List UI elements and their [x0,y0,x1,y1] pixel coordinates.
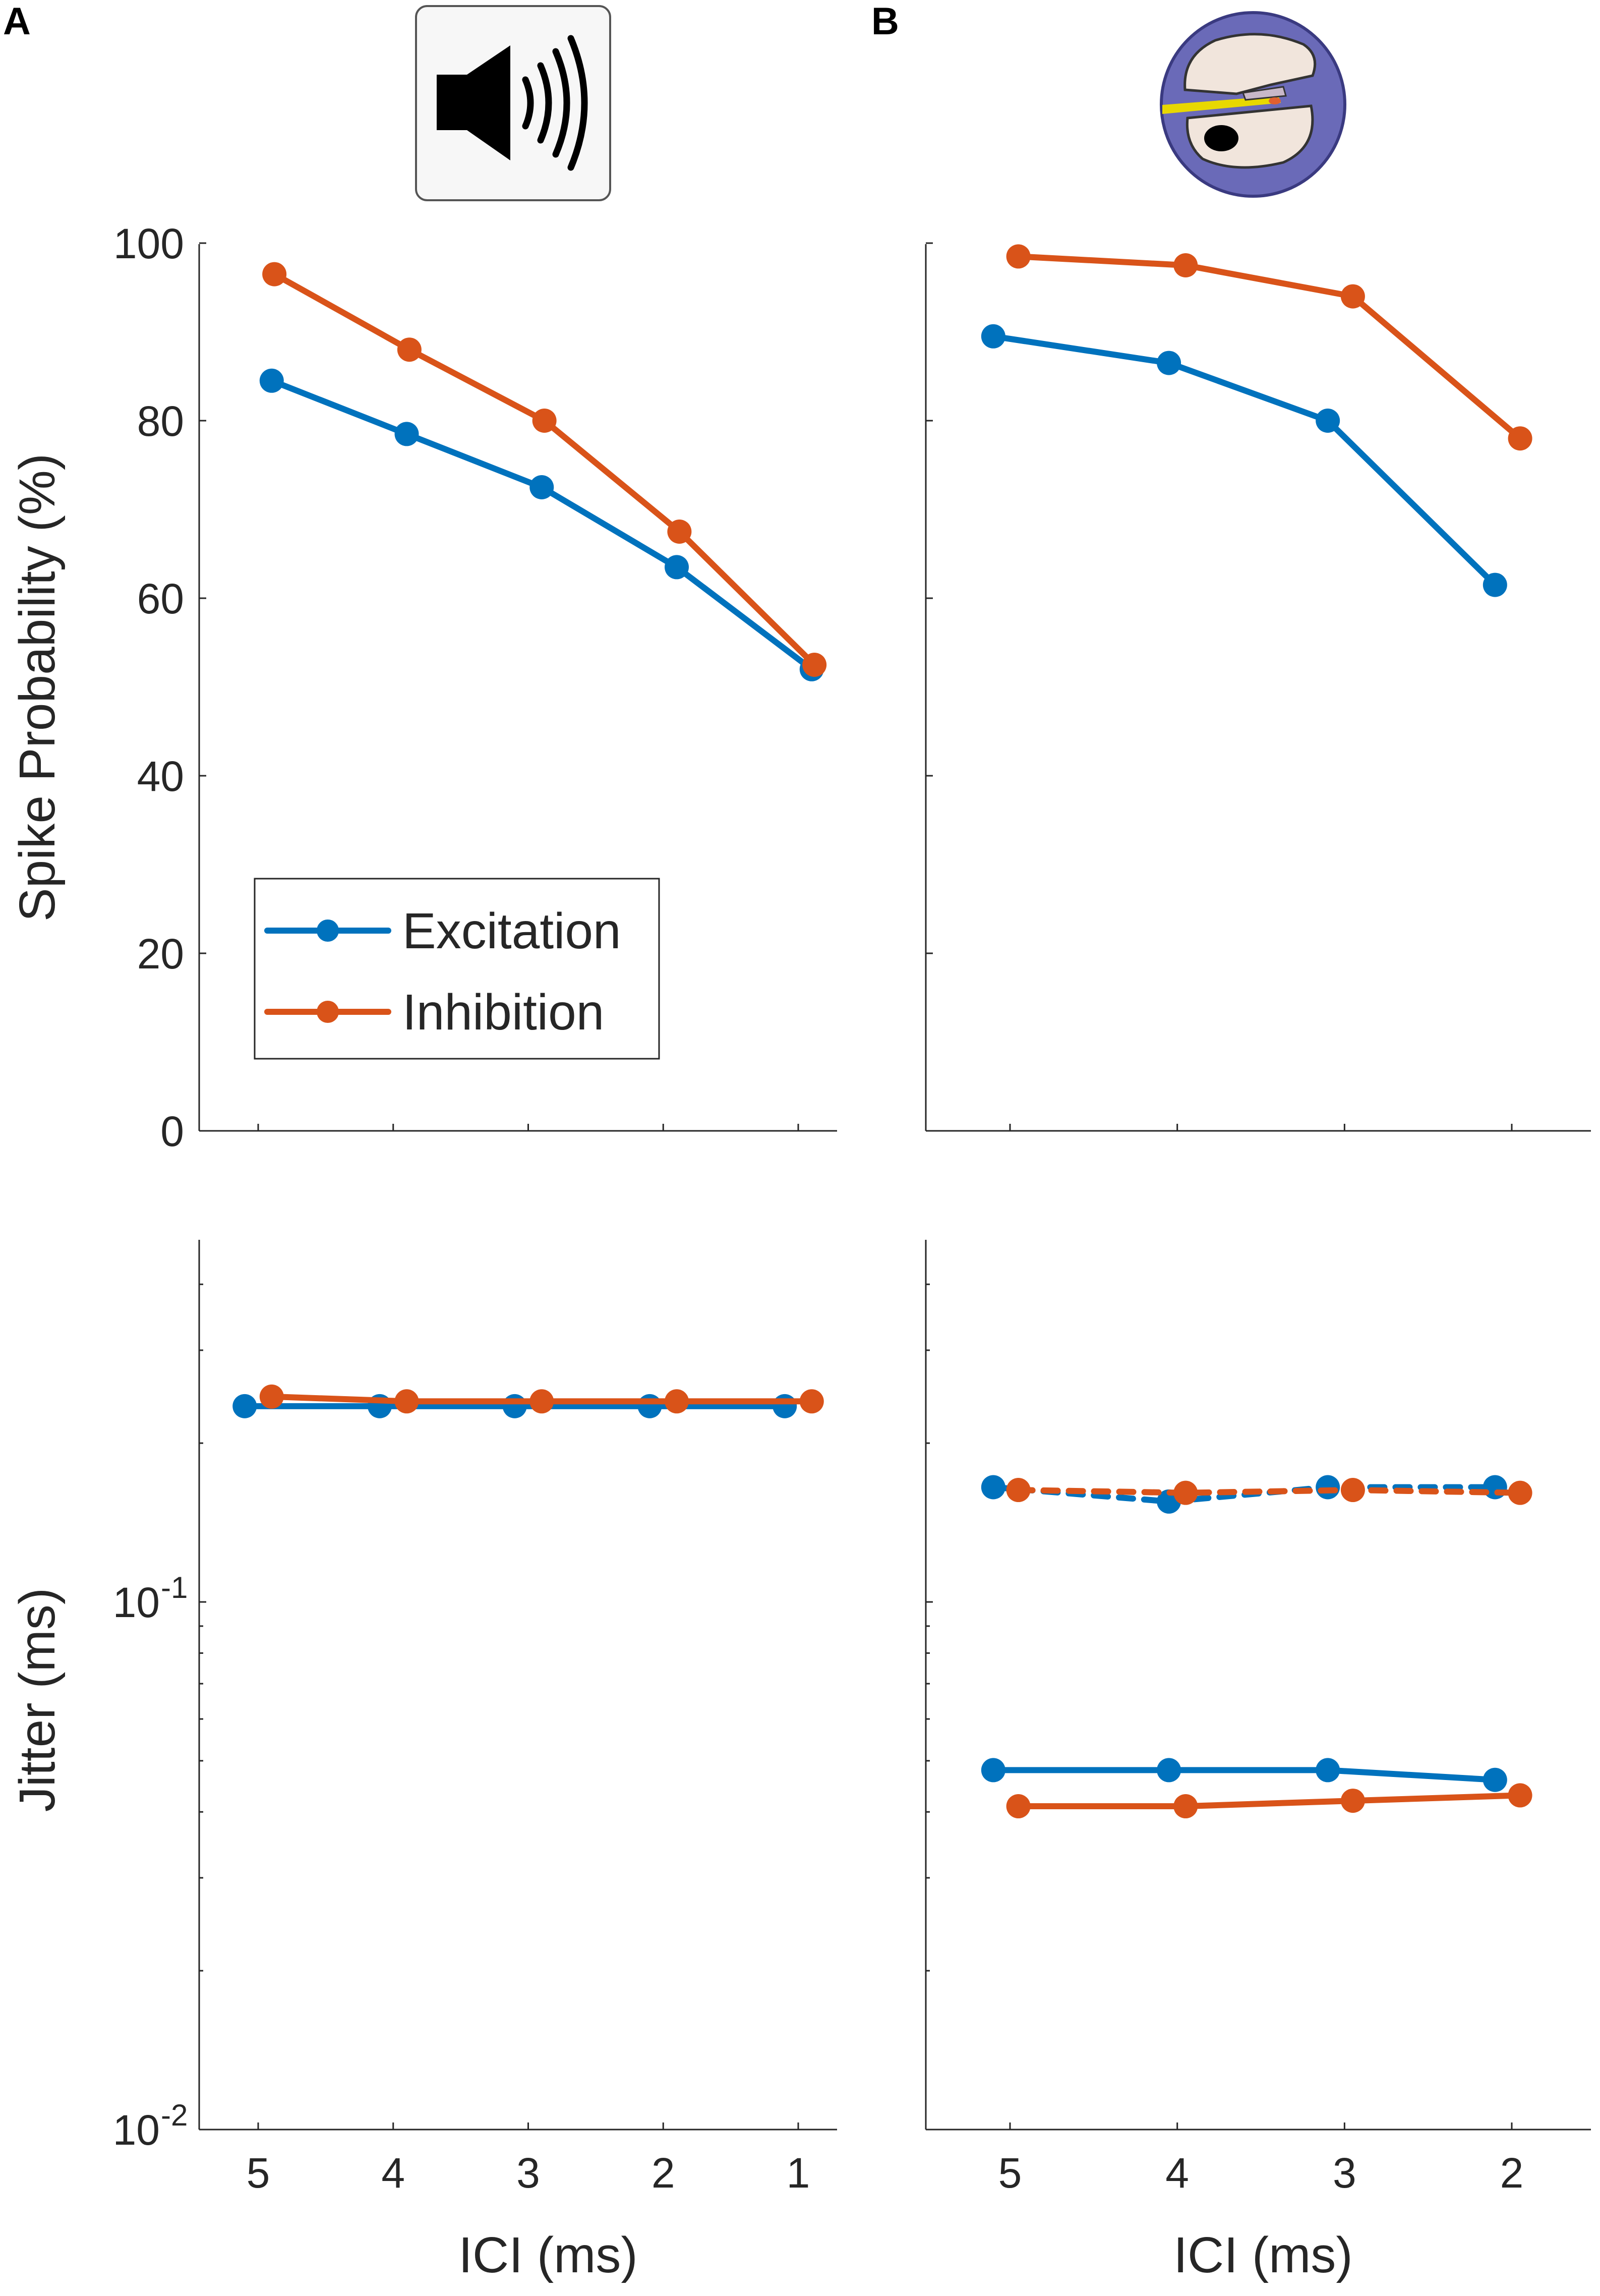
legend-inhibition-marker [317,1001,339,1023]
data-point [1508,1783,1532,1808]
panel-letter-a: A [3,0,31,43]
series-inhibition [1006,244,1532,451]
x-tick-label: 2 [1500,2149,1524,2197]
data-point [799,1389,824,1414]
y-tick-label: 80 [137,397,184,445]
speaker-icon [415,5,611,201]
data-point [259,1384,284,1409]
data-point [259,368,284,393]
y-tick-label: 10 [113,1579,160,1626]
x-tick-label: 4 [1165,2149,1189,2197]
x-axis-title-a: ICI (ms) [458,2227,637,2283]
data-point [532,409,557,433]
data-point [1316,1758,1340,1783]
x-tick-label: 4 [381,2149,405,2197]
x-tick-label: 1 [787,2149,810,2197]
y-tick-label: 60 [137,575,184,622]
series-line [1015,1487,1523,1496]
data-point [394,422,419,446]
x-tick-label: 5 [247,2149,270,2197]
legend: Excitation Inhibition [254,878,660,1060]
series-line [990,1767,1498,1783]
data-point [1340,284,1365,309]
data-point [802,653,827,677]
series-inhibition-solid [1006,1783,1532,1819]
series-inhibition [262,262,827,677]
series-excitation-solid [981,1758,1507,1792]
data-point [262,262,287,286]
x-axis-title-b: ICI (ms) [1173,2227,1352,2283]
y-tick-label: 0 [160,1108,184,1155]
y-tick-label: 100 [113,220,184,267]
y-tick-label: 20 [137,930,184,978]
data-point [1157,1758,1181,1783]
chart-B-bottom: 5 4 3 2 [926,1283,1532,2197]
data-point [1316,1475,1340,1500]
series-line [271,271,818,668]
data-point [665,1389,689,1414]
y-tick-label: 40 [137,753,184,800]
legend-excitation-marker [317,920,339,942]
y-axis-title-jitter: Jitter (ms) [9,1588,66,1812]
data-point [1340,1478,1365,1503]
y-tick-label: 10 [113,2106,160,2154]
axes-b-top [925,244,1591,1132]
data-point [502,1394,527,1418]
data-point [394,1389,419,1414]
y-axis-title-spike-probability: Spike Probability (%) [9,453,66,922]
data-point [1508,1480,1532,1505]
series-excitation [981,324,1507,597]
data-point [981,324,1005,349]
panel-letter-b: B [871,0,899,43]
data-point [1508,426,1532,451]
data-point [637,1394,662,1418]
data-point [1157,351,1181,375]
data-point [1006,1794,1031,1819]
legend-box [254,878,660,1060]
legend-excitation-label: Excitation [402,903,621,959]
chart-A-bottom: 10 -210 -15 4 3 2 1 [113,1283,824,2197]
data-point [1173,253,1198,277]
y-tick-label-exponent: -2 [161,2098,188,2132]
legend-inhibition-label: Inhibition [402,984,604,1041]
axes-a-top [198,244,837,1132]
data-point [397,337,422,362]
chart-A-top: 0 20 40 60 80 100 [113,220,827,1155]
x-tick-label: 5 [998,2149,1022,2197]
data-point [1173,1794,1198,1819]
data-point [665,555,689,580]
data-point [529,1389,554,1414]
x-tick-label: 3 [516,2149,540,2197]
data-point [773,1394,797,1418]
series-inhibition-dashed [1006,1478,1532,1505]
series-inhibition [259,1384,824,1414]
data-point [981,1758,1005,1783]
x-tick-label: 3 [1333,2149,1356,2197]
data-point [1483,1475,1507,1500]
axes-a-bottom [198,1240,837,2131]
axes-b-bottom [925,1240,1591,2131]
y-tick-label-exponent: -1 [161,1571,188,1604]
data-point [529,475,554,499]
series-line [990,333,1498,588]
data-point [981,1475,1005,1500]
series-line [1015,253,1523,442]
series-line [1015,1792,1523,1810]
data-point [232,1394,257,1418]
data-point [667,520,692,544]
data-point [1006,244,1031,269]
data-point [1006,1478,1031,1503]
data-point [1316,409,1340,433]
data-point [1483,572,1507,597]
chart-B-top [926,242,1532,1132]
data-point [1483,1767,1507,1792]
data-point [1173,1480,1198,1505]
x-tick-label: 2 [651,2149,675,2197]
cochlea-cross-section-icon [1160,11,1346,198]
data-point [1340,1789,1365,1813]
